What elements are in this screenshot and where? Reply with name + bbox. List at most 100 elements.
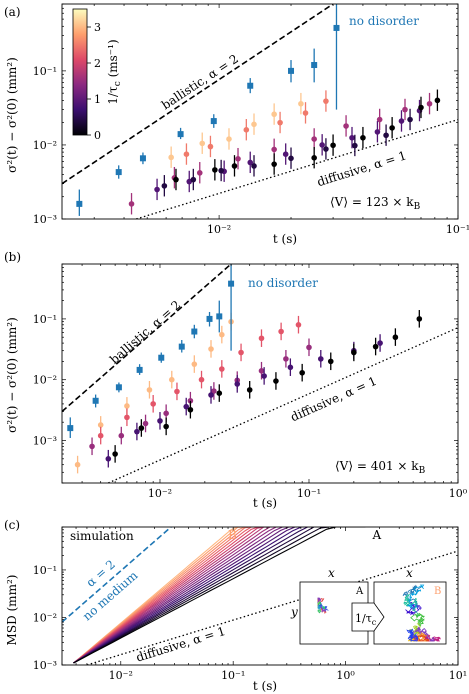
panel-a-data-point — [407, 116, 413, 123]
panel-a-data-point — [298, 100, 304, 107]
panel-b-no-disorder-label: no disorder — [248, 276, 318, 290]
panel-b-data-point — [238, 349, 244, 356]
panel-a-x-tick-label: 10⁻² — [207, 223, 231, 236]
panel-b-x-tick-label: 10⁻¹ — [297, 487, 321, 500]
panel-b-data-point — [299, 369, 305, 376]
panel-b-data-point — [258, 368, 265, 374]
panel-b-potential-sub: B — [419, 466, 426, 476]
panel-b-plot-area — [62, 264, 458, 483]
panel-a-data-point — [376, 116, 383, 123]
panel-c-simulation-curve — [73, 527, 301, 664]
panel-c-diffusive-line — [86, 550, 458, 665]
panel-b-label: (b) — [4, 250, 21, 264]
panel-a-potential-text: ⟨V⟩ = 123 × k — [330, 195, 414, 209]
colorbar-label: 1/τc (ms⁻¹) — [106, 39, 123, 104]
random-walk-segment — [408, 623, 421, 642]
panel-b-data-point — [327, 358, 334, 365]
colorbar-label-unit: (ms⁻¹) — [106, 39, 120, 81]
panel-a-y-tick-label: 10⁻¹ — [33, 65, 57, 78]
random-walk-segment — [317, 597, 321, 603]
colorbar-tick-label: 1 — [94, 93, 101, 106]
panel-b-data-point — [208, 346, 214, 352]
colorbar-tick-label: 3 — [94, 21, 101, 34]
panel-b-data-point — [283, 356, 289, 362]
panel-a-potential-sub: B — [414, 202, 421, 212]
panel-a-data-point — [231, 163, 238, 169]
panel-b-no-disorder-point — [92, 397, 99, 404]
panel-b-data-point — [392, 334, 399, 341]
panel-b-data-point — [183, 403, 190, 410]
panel-c-xlabel: t (s) — [253, 679, 277, 693]
panel-b-data-point — [216, 390, 223, 396]
panel-b-no-disorder-point — [115, 384, 122, 391]
panel-c-x-tick-label: 10⁻¹ — [221, 669, 245, 682]
panel-b-ballistic-line — [62, 264, 232, 413]
inset-x-label-b: x — [406, 566, 413, 580]
inset-arrow-main: 1/τ — [355, 612, 372, 625]
panel-a-data-point — [235, 155, 241, 162]
panel-c-simulation-label: simulation — [70, 529, 134, 543]
panel-b-no-disorder-point — [216, 313, 223, 320]
panel-c-simulation-curve — [73, 527, 359, 664]
panel-b-data-point — [219, 331, 225, 338]
panel-b-data-point — [208, 392, 214, 398]
random-walk-b — [402, 584, 441, 642]
panel-c-diffusive-label: diffusive, α = 1 — [134, 624, 227, 665]
panel-a-data-point — [352, 142, 358, 149]
panel-a-data-point — [168, 154, 174, 161]
panel-b-data-point — [234, 381, 241, 387]
panel-b-data-point — [198, 376, 205, 383]
panel-a-frame — [61, 3, 459, 220]
panel-a-data-point — [207, 143, 214, 150]
panel-b-data-point — [187, 406, 194, 413]
panel-a-data-point — [173, 176, 179, 183]
panel-b-data-point — [278, 328, 284, 335]
panel-b-no-disorder-point — [158, 354, 165, 361]
panel-c-y-tick-label: 10⁻¹ — [33, 564, 57, 577]
panel-a-data-point — [323, 98, 329, 104]
colorbar-tick-label: 2 — [94, 57, 101, 70]
panel-b-data-point — [317, 356, 324, 362]
panel-a-data-point — [271, 161, 277, 167]
panel-c-simulation-curve — [73, 527, 330, 664]
panel-a-no-disorder-point — [210, 118, 217, 125]
panel-a-no-disorder-point — [311, 62, 318, 69]
panel-b-no-disorder-point — [206, 315, 213, 322]
panel-a-no-disorder-point — [115, 169, 122, 176]
panel-a-plot-area — [62, 4, 458, 219]
panel-a-data-point — [277, 119, 283, 126]
panel-b-no-disorder-point — [67, 425, 74, 432]
panel-a-label: (a) — [4, 5, 21, 19]
panel-b-data-point — [124, 403, 130, 409]
panel-a-data-point — [154, 186, 160, 193]
panel-a-data-point — [218, 167, 224, 174]
panel-c-plot-area — [62, 527, 458, 665]
colorbar-gradient — [72, 8, 88, 136]
panel-c-inset: x x y A B 1/τc — [290, 566, 447, 645]
panel-b-x-tick-label: 10⁻² — [148, 487, 172, 500]
panel-a-data-point — [426, 100, 433, 107]
panel-a-xlabel: t (s) — [273, 232, 297, 246]
panel-b-data-point — [138, 425, 145, 431]
colorbar-ticks: 0 1 2 3 — [87, 21, 101, 142]
colorbar-label-sub: c — [113, 81, 123, 86]
panel-b-data-point — [273, 378, 279, 384]
panel-b-no-disorder-point — [136, 366, 143, 373]
inset-arrow-label: 1/τc — [355, 612, 377, 627]
panel-b-data-point — [146, 387, 153, 393]
panel-b-potential-text: ⟨V⟩ = 401 × k — [335, 459, 419, 473]
inset-a-label: A — [355, 586, 364, 597]
panel-b-y-tick-label: 10⁻² — [33, 374, 57, 387]
panel-b-data-point — [97, 432, 104, 439]
panel-b-diffusive-label: diffusive, α = 1 — [288, 374, 378, 424]
random-walk-segment — [324, 605, 329, 612]
panel-a-data-point — [247, 159, 254, 166]
panel-b-data-point — [168, 376, 175, 383]
colorbar-label-main: 1/τ — [106, 86, 120, 105]
panel-b-data-point — [191, 361, 198, 367]
panel-a-diffusive-label: diffusive, α = 1 — [315, 148, 408, 189]
panel-c-y-tick-label: 10⁻² — [33, 611, 57, 624]
panel-a-y-tick-label: 10⁻³ — [33, 213, 57, 226]
panel-a-data-point — [271, 111, 277, 118]
panel-a-data-point — [183, 151, 190, 157]
